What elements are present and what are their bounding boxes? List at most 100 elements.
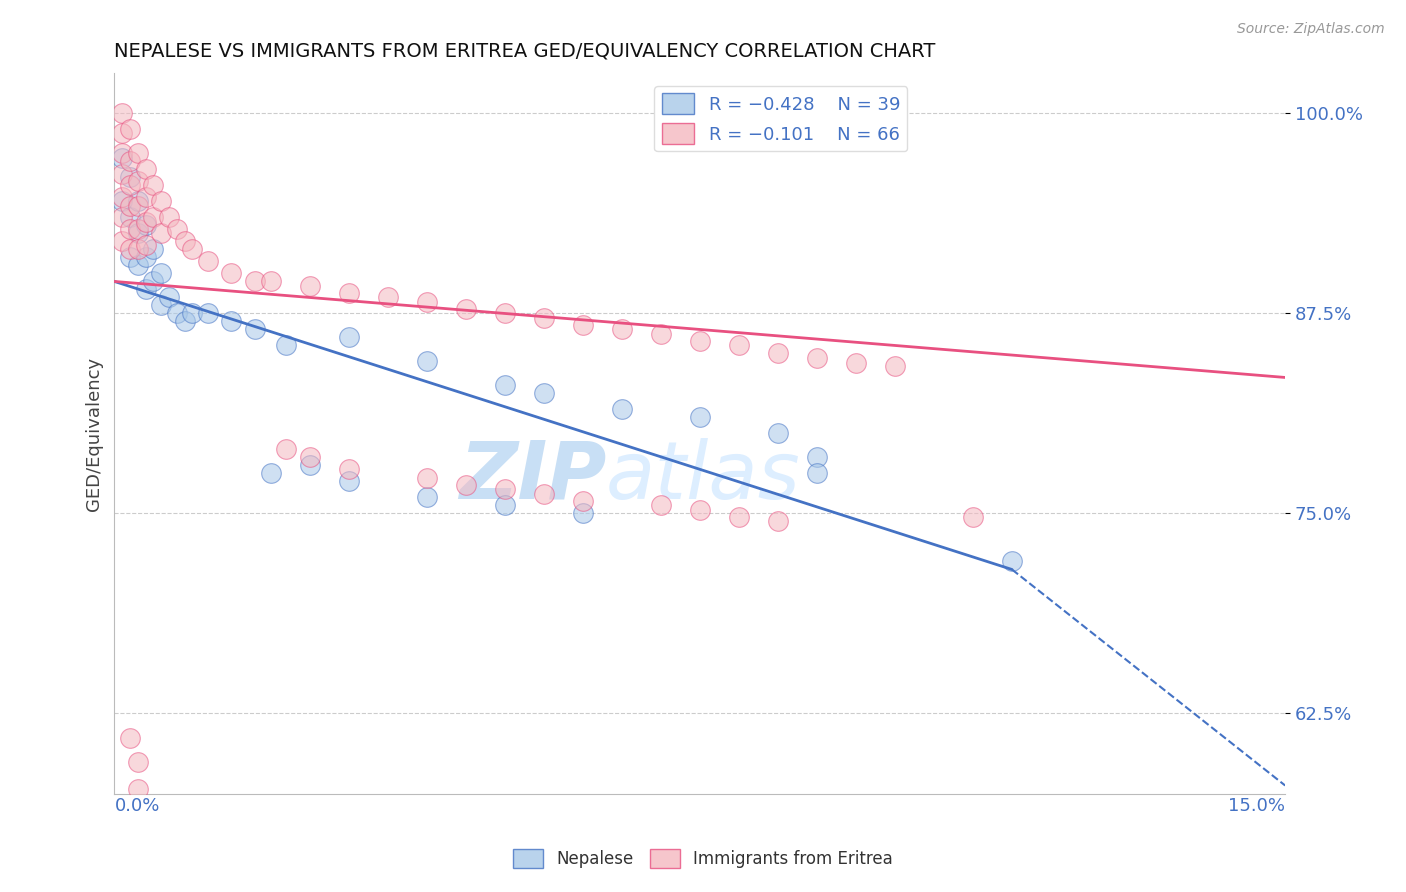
Point [127,243,149,257]
Point [766,515,789,529]
Point [689,410,711,425]
Point [259,467,281,481]
Point [111,194,134,209]
Point [111,146,134,161]
Point [494,306,516,320]
Point [111,126,134,140]
Point [127,146,149,161]
Point [135,237,157,252]
Point [494,499,516,513]
Point [197,253,219,268]
Point [150,194,173,209]
Point [118,122,141,136]
Point [111,167,134,181]
Point [962,509,984,524]
Point [157,290,180,304]
Point [766,346,789,360]
Point [337,461,360,475]
Point [118,221,141,235]
Point [689,503,711,517]
Point [135,189,157,203]
Point [150,267,173,281]
Point [274,338,297,352]
Point [118,243,141,257]
Y-axis label: GED/Equivalency: GED/Equivalency [86,357,103,510]
Point [1001,554,1024,568]
Point [298,279,321,293]
Point [118,154,141,169]
Point [166,221,188,235]
Point [806,351,828,366]
Point [494,378,516,392]
Point [571,318,593,332]
Point [259,275,281,289]
Text: Source: ZipAtlas.com: Source: ZipAtlas.com [1237,22,1385,37]
Point [142,243,165,257]
Point [197,306,219,320]
Point [118,199,141,213]
Point [221,314,243,328]
Point [883,359,905,374]
Point [118,178,141,193]
Point [298,458,321,473]
Point [135,162,157,177]
Point [118,731,141,745]
Point [274,442,297,457]
Point [243,322,266,336]
Point [118,251,141,265]
Point [142,275,165,289]
Point [127,755,149,769]
Point [173,314,195,328]
Point [571,507,593,521]
Point [135,219,157,233]
Point [533,487,555,501]
Point [166,306,188,320]
Point [337,475,360,489]
Point [111,235,134,249]
Point [135,282,157,296]
Point [142,211,165,225]
Point [727,509,749,524]
Text: ZIP: ZIP [458,438,606,516]
Point [650,499,672,513]
Point [127,227,149,241]
Point [135,215,157,229]
Point [127,781,149,796]
Point [377,290,399,304]
Point [243,275,266,289]
Point [111,151,134,165]
Point [127,221,149,235]
Point [118,211,141,225]
Point [689,334,711,348]
Point [221,267,243,281]
Point [806,450,828,465]
Point [173,235,195,249]
Point [127,259,149,273]
Point [415,354,437,368]
Point [415,471,437,485]
Point [610,322,633,336]
Point [111,211,134,225]
Point [142,178,165,193]
Legend: Nepalese, Immigrants from Eritrea: Nepalese, Immigrants from Eritrea [506,842,900,875]
Point [127,199,149,213]
Point [181,306,204,320]
Point [533,386,555,401]
Point [806,467,828,481]
Point [127,194,149,209]
Text: 15.0%: 15.0% [1229,797,1285,814]
Text: NEPALESE VS IMMIGRANTS FROM ERITREA GED/EQUIVALENCY CORRELATION CHART: NEPALESE VS IMMIGRANTS FROM ERITREA GED/… [114,42,936,61]
Text: atlas: atlas [606,438,801,516]
Text: 0.0%: 0.0% [114,797,160,814]
Point [157,211,180,225]
Point [415,295,437,310]
Point [494,483,516,497]
Point [118,170,141,185]
Point [337,330,360,344]
Point [111,189,134,203]
Point [298,450,321,465]
Point [533,311,555,326]
Legend: R = −0.428    N = 39, R = −0.101    N = 66: R = −0.428 N = 39, R = −0.101 N = 66 [654,86,907,152]
Point [127,174,149,188]
Point [766,426,789,441]
